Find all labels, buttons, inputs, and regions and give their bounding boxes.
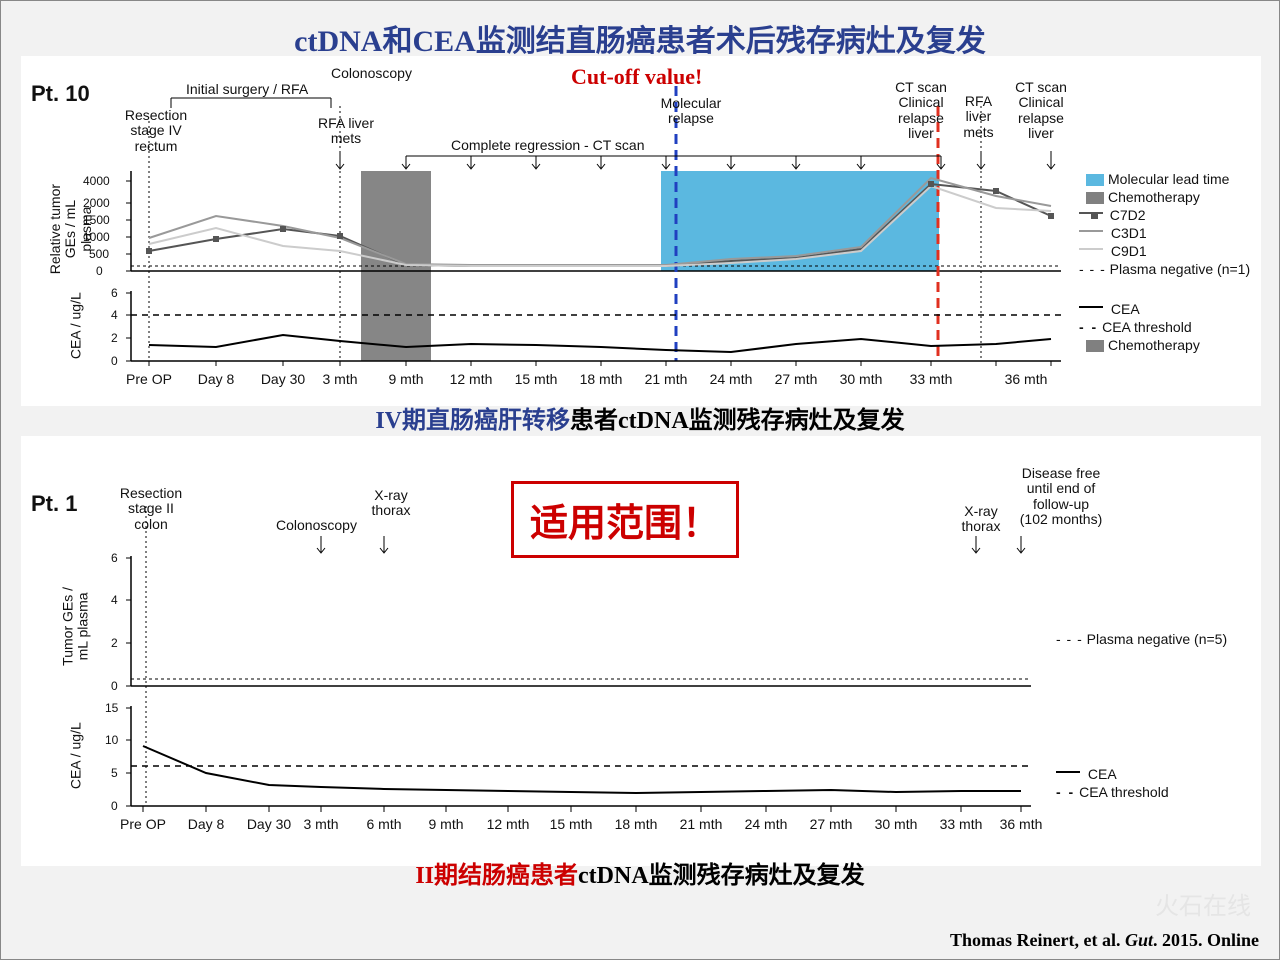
evt-ct1: CT scanClinicalrelapseliver	[891, 80, 951, 142]
x-tick: 36 mth	[1005, 371, 1048, 387]
leg-plasmaneg2: - - - Plasma negative (n=5)	[1056, 631, 1227, 647]
pt10-y2-label: CEA / ug/L	[68, 281, 83, 371]
evt-xray2: X-raythorax	[956, 504, 1006, 535]
x-tick: 18 mth	[580, 371, 623, 387]
evt-diseasefree: Disease freeuntil end offollow-up(102 mo…	[1011, 466, 1111, 528]
red-box: 适用范围！	[511, 481, 739, 558]
pt10-svg	[21, 56, 1261, 406]
pt1-y2-tick: 5	[111, 766, 118, 780]
x-tick: 27 mth	[810, 816, 853, 832]
leg-cea-thresh: - - CEA threshold	[1079, 319, 1192, 335]
evt-rfa1: RFA livermets	[311, 116, 381, 147]
leg-cea: CEA	[1079, 301, 1140, 317]
leg-plasmaneg: - - - Plasma negative (n=1)	[1079, 261, 1250, 277]
leg-c9d1: C9D1	[1079, 243, 1147, 259]
leg-c3d1: C3D1	[1079, 225, 1147, 241]
leg-ceathresh2: - - CEA threshold	[1056, 784, 1169, 800]
x-tick: 3 mth	[303, 816, 338, 832]
x-tick: Pre OP	[120, 816, 166, 832]
x-tick: 33 mth	[910, 371, 953, 387]
evt-molecular: Molecularrelapse	[651, 96, 731, 127]
subtitle-1: IV期直肠癌肝转移患者ctDNA监测残存病灶及复发	[1, 400, 1279, 435]
pt1-y2-label: CEA / ug/L	[68, 711, 83, 801]
subtitle-2: II期结肠癌患者ctDNA监测残存病灶及复发	[1, 855, 1279, 890]
x-tick: 24 mth	[745, 816, 788, 832]
x-tick: 21 mth	[645, 371, 688, 387]
evt-resection2: Resectionstage IIcolon	[111, 486, 191, 532]
x-tick: 3 mth	[322, 371, 357, 387]
x-tick: 15 mth	[515, 371, 558, 387]
pt1-y1-tick: 0	[111, 679, 118, 693]
x-tick: 6 mth	[366, 816, 401, 832]
cutoff-label: Cut-off value!	[571, 64, 702, 90]
x-tick: 12 mth	[450, 371, 493, 387]
watermark: 火石在线	[1155, 886, 1251, 921]
leg-c7d2: C7D2	[1079, 207, 1146, 223]
evt-ct2: CT scanClinicalrelapseliver	[1011, 80, 1071, 142]
evt-rfa2: RFAlivermets	[956, 94, 1001, 140]
pt10-y2-tick: 2	[111, 331, 118, 345]
pt10-plot: Pt. 10 Relative tumorGEs / mLplasma CEA …	[21, 56, 1261, 406]
x-tick: Day 8	[198, 371, 235, 387]
x-tick: Day 30	[261, 371, 305, 387]
evt-regression: Complete regression - CT scan	[451, 138, 644, 153]
pt10-y1-tick: 0	[96, 264, 103, 278]
x-tick: 30 mth	[875, 816, 918, 832]
pt1-label: Pt. 1	[31, 491, 77, 517]
x-tick: 36 mth	[1000, 816, 1043, 832]
pt1-y1-tick: 2	[111, 636, 118, 650]
pt10-y1-tick: 1500	[83, 213, 110, 227]
pt10-y2-tick: 0	[111, 354, 118, 368]
x-tick: Pre OP	[126, 371, 172, 387]
x-tick: 30 mth	[840, 371, 883, 387]
x-tick: Day 30	[247, 816, 291, 832]
evt-resection: Resectionstage IVrectum	[116, 108, 196, 154]
pt10-label: Pt. 10	[31, 81, 90, 107]
x-tick: 18 mth	[615, 816, 658, 832]
pt1-y2-tick: 10	[105, 733, 118, 747]
pt10-y1-tick: 4000	[83, 174, 110, 188]
x-tick: 9 mth	[388, 371, 423, 387]
evt-colonoscopy2: Colonoscopy	[276, 518, 357, 533]
pt10-y2-tick: 4	[111, 308, 118, 322]
x-tick: 27 mth	[775, 371, 818, 387]
x-tick: Day 8	[188, 816, 225, 832]
pt1-y2-tick: 15	[105, 701, 118, 715]
x-tick: 24 mth	[710, 371, 753, 387]
x-tick: 33 mth	[940, 816, 983, 832]
pt1-y1-label: Tumor GEs /mL plasma	[61, 566, 92, 686]
pt1-y1-tick: 4	[111, 593, 118, 607]
x-tick: 12 mth	[487, 816, 530, 832]
x-tick: 15 mth	[550, 816, 593, 832]
pt10-y2-tick: 6	[111, 286, 118, 300]
citation: Thomas Reinert, et al. Gut. 2015. Online	[950, 930, 1259, 951]
pt10-y1-tick: 2000	[83, 196, 110, 210]
leg-chemo: Chemotherapy	[1086, 189, 1200, 205]
x-tick: 21 mth	[680, 816, 723, 832]
evt-xray1: X-raythorax	[366, 488, 416, 519]
pt1-y1-tick: 6	[111, 551, 118, 565]
leg-cea2: CEA	[1056, 766, 1117, 782]
leg-chemo2: Chemotherapy	[1086, 337, 1200, 353]
pt10-y1-tick: 500	[89, 247, 109, 261]
evt-initial: Initial surgery / RFA	[186, 82, 308, 97]
evt-colonoscopy: Colonoscopy	[331, 66, 412, 81]
pt10-y1-tick: 1000	[83, 230, 110, 244]
x-tick: 9 mth	[428, 816, 463, 832]
pt1-y2-tick: 0	[111, 799, 118, 813]
leg-mol-lead: Molecular lead time	[1086, 171, 1229, 187]
